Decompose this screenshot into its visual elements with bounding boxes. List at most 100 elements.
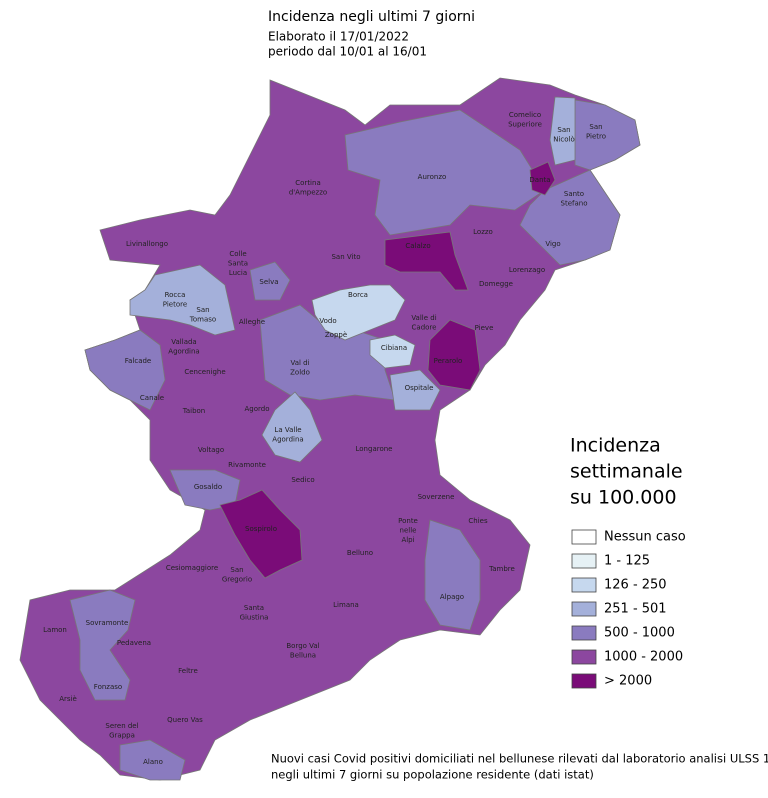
place-label: Longarone [356, 445, 393, 453]
place-label: Taibon [182, 407, 206, 415]
region [427, 319, 481, 391]
place-label: Nicolò [553, 136, 575, 144]
place-label: nelle [400, 527, 417, 535]
place-label: Agordo [245, 405, 270, 413]
place-label: Soverzene [418, 493, 455, 501]
place-label: Belluna [290, 652, 316, 660]
legend-label: 1000 - 2000 [604, 650, 683, 665]
place-label: Belluno [347, 549, 373, 557]
region [574, 99, 641, 171]
region [84, 329, 166, 411]
place-label: Zoldo [290, 369, 310, 377]
footnote: Nuovi casi Covid positivi domiciliati ne… [271, 752, 768, 766]
place-label: Santa [228, 260, 248, 268]
place-label: Livinallongo [126, 240, 168, 248]
map-area [19, 77, 641, 781]
region [261, 391, 323, 463]
place-label: Lorenzago [509, 266, 545, 274]
place-label: Tomaso [189, 316, 216, 324]
labels: Comelico Superiore San Nicolò San Pietro Auron… [43, 111, 606, 766]
legend-title: su 100.000 [570, 487, 677, 509]
place-label: Val di [290, 359, 309, 367]
place-label: San [230, 566, 243, 574]
place-label: Calalzo [405, 242, 430, 250]
region [129, 264, 236, 336]
place-label: Lozzo [473, 228, 493, 236]
place-label: San [196, 306, 209, 314]
place-label: Valle di [411, 314, 436, 322]
place-label: Borgo Val [286, 642, 319, 650]
place-label: Tambre [488, 565, 515, 573]
legend-label: 126 - 250 [604, 578, 667, 593]
place-label: Cadore [412, 324, 437, 332]
place-label: Domegge [479, 280, 513, 288]
legend-title: settimanale [570, 461, 683, 483]
place-label: Giustina [240, 614, 269, 622]
region [69, 589, 136, 701]
place-label: Alano [143, 758, 163, 766]
place-label: Voltago [198, 446, 224, 454]
subtitle: periodo dal 10/01 al 16/01 [268, 45, 427, 59]
place-label: Quero Vas [167, 716, 203, 724]
legend-swatch [571, 673, 597, 689]
region [369, 334, 416, 369]
place-label: Canale [140, 394, 164, 402]
place-label: Danta [529, 176, 550, 184]
place-label: Chies [468, 517, 488, 525]
region [549, 96, 576, 166]
place-label: Ospitale [405, 384, 434, 392]
place-label: Ponte [398, 517, 418, 525]
place-label: San [589, 123, 602, 131]
place-label: Feltre [178, 667, 198, 675]
place-label: Pietro [586, 133, 606, 141]
legend-swatch [571, 625, 597, 641]
footnote: negli ultimi 7 giorni su popolazione res… [271, 768, 594, 782]
region [384, 231, 469, 291]
place-label: Auronzo [418, 173, 447, 181]
legend-label: 1 - 125 [604, 554, 650, 569]
subtitle: Elaborato il 17/01/2022 [268, 30, 409, 44]
place-label: Sedico [291, 476, 314, 484]
legend-label: Nessun caso [604, 530, 686, 545]
legend-swatch [571, 577, 597, 593]
legend-swatch [571, 553, 597, 569]
place-label: Seren del [105, 722, 138, 730]
place-label: Superiore [508, 121, 542, 129]
place-label: d'Ampezzo [289, 189, 327, 197]
place-label: Fonzaso [94, 683, 122, 691]
place-label: Agordina [272, 436, 303, 444]
place-label: Alleghe [239, 318, 265, 326]
legend: Incidenza settimanale su 100.000 Nessun cas… [570, 435, 686, 689]
legend-title: Incidenza [570, 435, 661, 457]
place-label: Gregorio [222, 576, 252, 584]
region [389, 369, 441, 411]
place-label: Arsiè [59, 695, 77, 703]
place-label: Santo [564, 190, 584, 198]
place-label: Cortina [295, 179, 320, 187]
place-label: Alpago [440, 593, 464, 601]
place-label: Agordina [168, 348, 199, 356]
region [344, 109, 546, 236]
place-label: Limana [333, 601, 359, 609]
place-label: Pedavena [117, 639, 151, 647]
region [424, 519, 481, 631]
title: Incidenza negli ultimi 7 giorni [268, 9, 475, 25]
legend-swatch [571, 649, 597, 665]
place-label: Cencenighe [184, 368, 225, 376]
region [249, 261, 291, 301]
region [529, 161, 556, 196]
legend-label: > 2000 [604, 674, 652, 689]
legend-swatch [571, 601, 597, 617]
place-label: Santa [244, 604, 264, 612]
place-label: Rivamonte [228, 461, 266, 469]
place-label: Rocca [165, 291, 186, 299]
place-label: Falcade [125, 357, 152, 365]
place-label: Sospirolo [245, 525, 277, 533]
place-label: Stefano [561, 200, 588, 208]
place-label: Lucia [229, 269, 247, 277]
place-label: Selva [259, 278, 278, 286]
place-label: Vigo [545, 240, 560, 248]
place-label: Colle [229, 250, 246, 258]
place-label: Cesiomaggiore [166, 564, 218, 572]
